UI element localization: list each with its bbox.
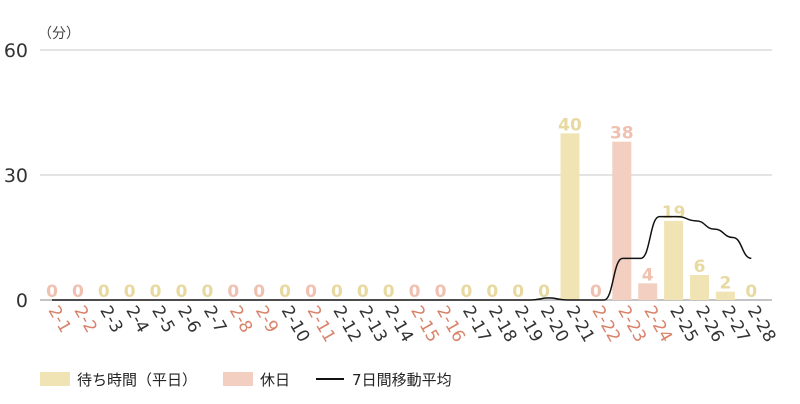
x-tick-label: 2-1: [44, 303, 75, 337]
bar: [664, 220, 684, 300]
x-tick-label: 2-28: [743, 303, 780, 346]
bar-value-label: 0: [176, 282, 188, 302]
x-tick-label: 2-7: [199, 303, 230, 337]
legend: 待ち時間（平日） 休日 7日間移動平均: [40, 368, 478, 390]
x-tick-label: 2-2: [70, 303, 101, 337]
bar-value-label: 0: [409, 282, 421, 302]
legend-label-weekday: 待ち時間（平日）: [77, 370, 198, 389]
bar-value-label: 0: [486, 282, 498, 302]
x-tick-label: 2-6: [173, 303, 204, 337]
bar: [560, 133, 580, 300]
x-tick-label: 2-8: [225, 303, 256, 337]
bar-value-label: 0: [745, 282, 757, 302]
legend-label-moving-average: 7日間移動平均: [352, 370, 452, 389]
x-tick-label: 2-3: [95, 303, 126, 337]
legend-swatch-weekday: [40, 372, 70, 386]
bar-value-label: 0: [227, 282, 239, 302]
legend-item-holiday: 休日: [223, 369, 290, 390]
legend-label-holiday: 休日: [260, 370, 291, 389]
bar-value-label: 40: [558, 115, 582, 135]
legend-swatch-holiday: [223, 372, 254, 386]
y-axis-unit-label: （分）: [38, 26, 80, 42]
legend-swatch-moving-average: [316, 378, 345, 380]
bar-value-label: 0: [46, 282, 58, 302]
legend-item-weekday: 待ち時間（平日）: [40, 369, 197, 390]
bar-value-label: 0: [124, 282, 136, 302]
bar-value-label: 0: [512, 282, 524, 302]
bar-value-label: 0: [331, 282, 343, 302]
bar-value-label: 0: [98, 282, 110, 302]
x-tick-label: 2-9: [251, 303, 282, 337]
bar-value-label: 0: [279, 282, 291, 302]
legend-item-moving-average: 7日間移動平均: [316, 369, 452, 390]
bar-value-label: 0: [538, 282, 550, 302]
x-tick-label: 2-4: [121, 303, 152, 337]
bar: [612, 141, 632, 300]
bar-value-label: 0: [590, 282, 602, 302]
bar-value-label: 4: [642, 265, 654, 285]
bar: [638, 283, 658, 300]
bar-value-label: 38: [610, 124, 634, 144]
bar-value-label: 0: [383, 282, 395, 302]
bar-value-label: 0: [435, 282, 447, 302]
bar-value-label: 0: [357, 282, 369, 302]
bar-value-label: 19: [662, 203, 686, 223]
moving-average-line: [51, 215, 752, 301]
bar-value-label: 0: [253, 282, 265, 302]
y-tick-label: 60: [4, 40, 28, 62]
bar-value-label: 0: [305, 282, 317, 302]
bar-value-label: 0: [460, 282, 472, 302]
bar-value-label: 0: [150, 282, 162, 302]
x-tick-label: 2-5: [147, 303, 178, 337]
bar-value-label: 6: [694, 257, 706, 277]
bar: [715, 291, 735, 300]
y-tick-label: 0: [16, 290, 28, 312]
bar-value-label: 2: [719, 274, 731, 294]
bar: [690, 275, 709, 300]
y-tick-label: 30: [4, 165, 28, 187]
bar-value-label: 0: [201, 282, 213, 302]
bar-value-label: 0: [72, 282, 84, 302]
